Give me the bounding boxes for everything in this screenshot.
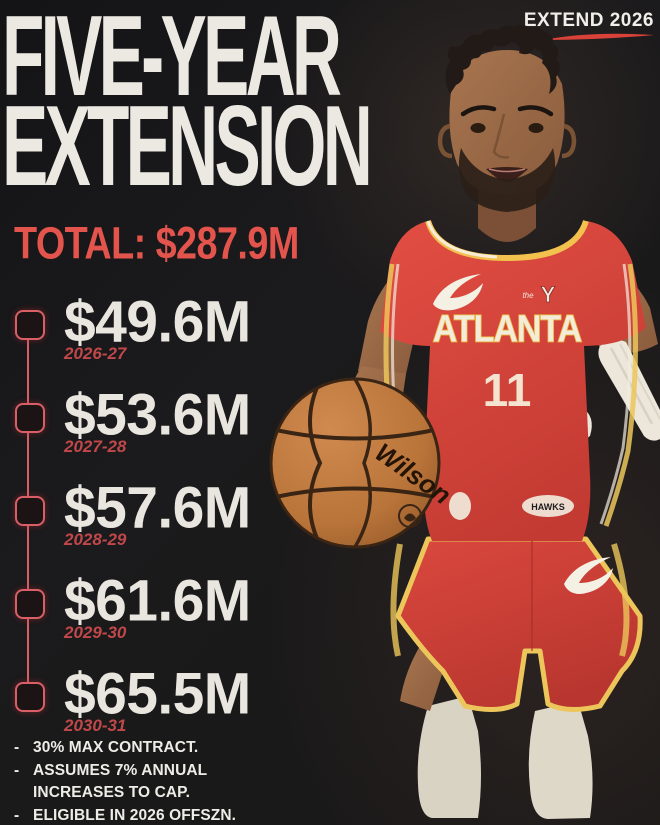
svg-text:Y: Y <box>541 282 556 307</box>
svg-text:the: the <box>522 291 534 300</box>
svg-text:ATLANTA: ATLANTA <box>433 307 582 350</box>
svg-text:11: 11 <box>483 364 532 416</box>
svg-text:HAWKS: HAWKS <box>531 502 565 512</box>
